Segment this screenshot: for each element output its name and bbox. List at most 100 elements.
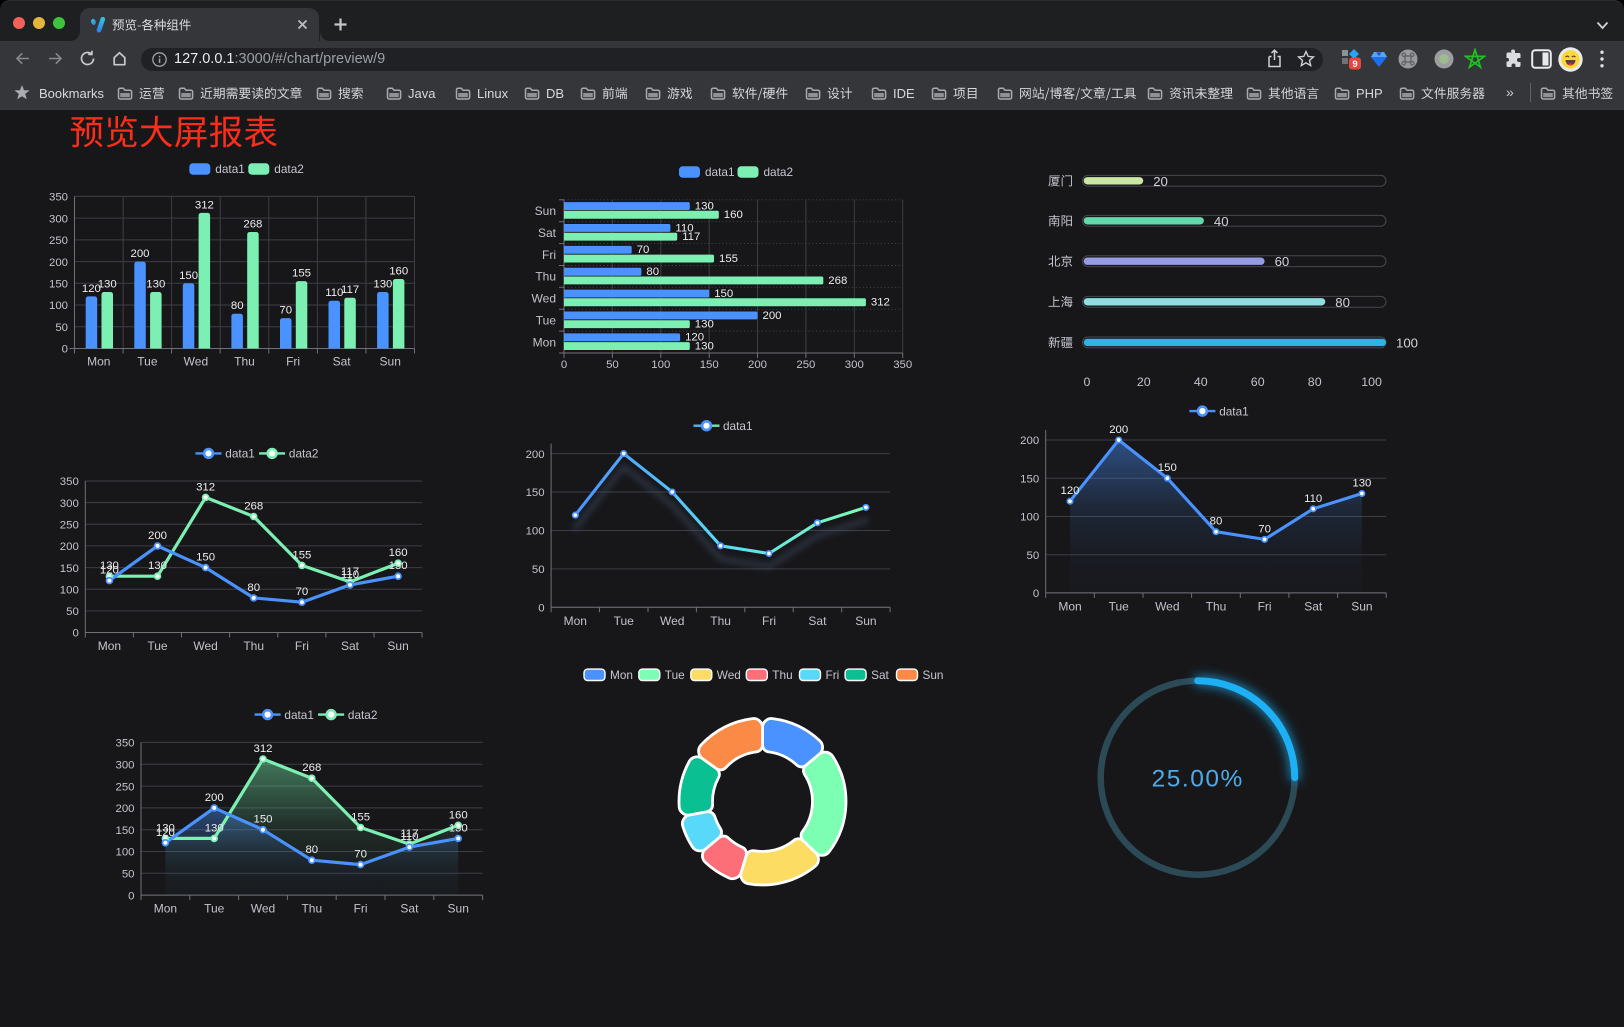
svg-text:70: 70	[1258, 523, 1271, 535]
svg-text:Thu: Thu	[710, 614, 731, 628]
svg-text:Wed: Wed	[660, 614, 684, 628]
svg-text:155: 155	[719, 253, 738, 265]
svg-text:Sun: Sun	[535, 204, 556, 218]
svg-text:312: 312	[253, 743, 272, 755]
svg-text:Thu: Thu	[535, 270, 556, 284]
svg-text:Sun: Sun	[855, 614, 876, 628]
svg-text:300: 300	[49, 213, 68, 225]
svg-text:Sun: Sun	[387, 639, 408, 653]
svg-text:160: 160	[449, 809, 468, 821]
svg-text:100: 100	[60, 584, 79, 596]
svg-text:20: 20	[1137, 375, 1151, 389]
svg-text:150: 150	[1020, 473, 1039, 485]
svg-text:Fri: Fri	[354, 902, 368, 916]
svg-text:Tue: Tue	[147, 639, 168, 653]
svg-text:Thu: Thu	[772, 668, 792, 682]
svg-text:Sat: Sat	[341, 639, 360, 653]
svg-text:50: 50	[532, 564, 545, 576]
svg-text:70: 70	[296, 586, 309, 598]
svg-text:268: 268	[243, 219, 262, 231]
svg-text:200: 200	[205, 792, 224, 804]
svg-text:Thu: Thu	[243, 639, 264, 653]
svg-text:150: 150	[115, 825, 134, 837]
svg-text:Tue: Tue	[665, 668, 685, 682]
svg-text:150: 150	[700, 359, 719, 371]
svg-text:Sun: Sun	[1351, 599, 1372, 613]
svg-text:70: 70	[354, 849, 367, 861]
svg-text:Sat: Sat	[400, 902, 419, 916]
svg-text:70: 70	[637, 244, 650, 256]
svg-text:data1: data1	[225, 447, 255, 461]
svg-text:117: 117	[400, 828, 418, 840]
svg-text:150: 150	[196, 552, 215, 564]
svg-text:Sun: Sun	[448, 902, 469, 916]
svg-text:120: 120	[156, 827, 175, 839]
svg-text:117: 117	[682, 231, 700, 243]
svg-text:130: 130	[449, 822, 468, 834]
svg-text:200: 200	[49, 257, 68, 269]
svg-text:Mon: Mon	[533, 335, 556, 349]
svg-text:Tue: Tue	[536, 314, 557, 328]
svg-text:250: 250	[60, 520, 79, 532]
svg-text:100: 100	[1396, 335, 1418, 350]
svg-text:Tue: Tue	[1109, 599, 1130, 613]
svg-text:150: 150	[526, 487, 545, 499]
svg-text:155: 155	[351, 812, 370, 824]
svg-text:150: 150	[60, 563, 79, 575]
svg-text:data2: data2	[274, 162, 304, 176]
svg-text:data2: data2	[764, 165, 794, 179]
svg-text:data1: data1	[723, 419, 753, 433]
svg-text:117: 117	[341, 284, 359, 296]
svg-text:200: 200	[748, 359, 767, 371]
svg-text:350: 350	[60, 476, 79, 488]
svg-text:155: 155	[292, 268, 311, 280]
svg-text:Mon: Mon	[98, 639, 121, 653]
svg-text:150: 150	[49, 279, 68, 291]
svg-text:25.00%: 25.00%	[1152, 765, 1244, 792]
svg-text:110: 110	[1304, 493, 1322, 505]
svg-text:Wed: Wed	[251, 902, 275, 916]
svg-text:268: 268	[244, 501, 263, 513]
svg-text:Mon: Mon	[564, 614, 587, 628]
svg-text:Tue: Tue	[204, 902, 225, 916]
svg-text:50: 50	[122, 869, 135, 881]
svg-text:Mon: Mon	[154, 902, 177, 916]
svg-text:160: 160	[389, 266, 408, 278]
svg-text:40: 40	[1194, 375, 1208, 389]
svg-text:100: 100	[651, 359, 670, 371]
svg-text:130: 130	[695, 200, 714, 212]
svg-text:Thu: Thu	[234, 355, 255, 369]
svg-text:0: 0	[1083, 375, 1090, 389]
svg-text:Sat: Sat	[871, 668, 889, 682]
svg-text:130: 130	[148, 560, 167, 572]
svg-text:80: 80	[646, 266, 659, 278]
svg-text:50: 50	[55, 322, 68, 334]
svg-text:200: 200	[526, 449, 545, 461]
svg-text:80: 80	[305, 844, 318, 856]
svg-text:312: 312	[871, 297, 890, 309]
svg-text:0: 0	[128, 890, 134, 902]
svg-text:200: 200	[1109, 424, 1128, 436]
svg-text:300: 300	[845, 359, 864, 371]
svg-text:20: 20	[1153, 174, 1168, 189]
svg-text:100: 100	[1020, 512, 1039, 524]
svg-text:130: 130	[1352, 478, 1371, 490]
svg-text:Sat: Sat	[808, 614, 827, 628]
svg-text:155: 155	[292, 549, 311, 561]
svg-text:250: 250	[796, 359, 815, 371]
svg-text:data1: data1	[215, 162, 245, 176]
svg-text:50: 50	[606, 359, 619, 371]
svg-text:200: 200	[148, 530, 167, 542]
svg-text:data2: data2	[289, 447, 319, 461]
svg-text:Tue: Tue	[614, 614, 635, 628]
svg-text:130: 130	[695, 340, 714, 352]
svg-text:80: 80	[1210, 516, 1223, 528]
svg-text:130: 130	[98, 279, 117, 291]
svg-text:268: 268	[828, 275, 847, 287]
svg-text:50: 50	[66, 606, 79, 618]
svg-text:110: 110	[675, 222, 693, 234]
svg-text:250: 250	[49, 235, 68, 247]
svg-text:120: 120	[82, 283, 101, 295]
svg-text:300: 300	[60, 498, 79, 510]
svg-text:120: 120	[100, 565, 119, 577]
